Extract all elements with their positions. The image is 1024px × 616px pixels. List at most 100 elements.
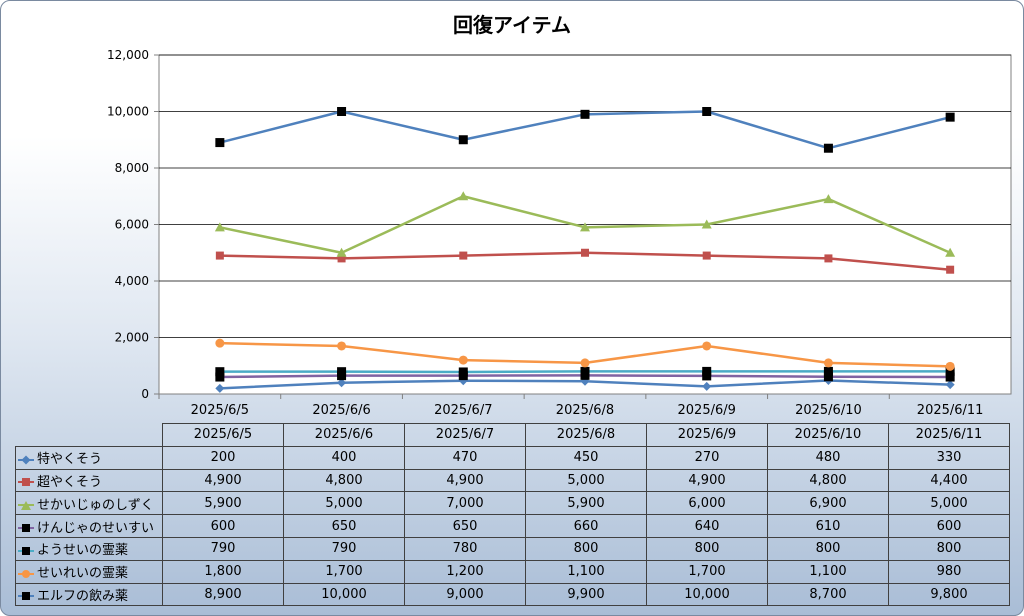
table-cell: 4,800	[283, 468, 405, 493]
table-cell: 6,000	[646, 491, 768, 516]
table-cell: 1,700	[283, 559, 405, 584]
table-row: 特やくそう 200 400 470 450 270 480 330	[15, 445, 1010, 470]
legend-label: ようせいの霊薬	[37, 543, 129, 559]
legend-key-icon	[18, 477, 34, 487]
table-cell: 800	[525, 536, 647, 561]
table-cell: 780	[404, 536, 526, 561]
x-tick-label: 2025/6/8	[556, 403, 614, 418]
data-point	[702, 251, 711, 260]
table-cell: 1,800	[162, 559, 284, 584]
table-cell: 330	[888, 445, 1010, 470]
legend-label: エルフの飲み薬	[37, 588, 129, 604]
table-cell: 4,900	[162, 468, 284, 493]
data-point	[580, 358, 590, 368]
data-point	[458, 135, 468, 145]
table-cell: 600	[888, 514, 1010, 538]
data-point	[945, 366, 955, 376]
data-point	[215, 338, 225, 348]
table-cell: 470	[404, 445, 526, 470]
legend-cell: エルフの飲み薬	[15, 582, 163, 607]
data-point	[215, 251, 224, 260]
y-tick-label: 8,000	[115, 161, 149, 175]
data-point	[823, 194, 834, 204]
table-header-cell: 2025/6/6	[283, 423, 405, 447]
table-header-cell: 2025/6/10	[767, 423, 889, 447]
table-cell: 8,900	[162, 582, 284, 607]
legend-cell: せかいじゅのしずく	[15, 491, 163, 516]
data-point	[823, 366, 833, 376]
chart-title: 回復アイテム	[453, 13, 571, 37]
x-tick-label: 2025/6/6	[312, 403, 370, 418]
plot-area: 0 2,000 4,000 6,000 8,000 10,000 12,000 2025/6/…	[107, 48, 1012, 418]
data-point	[337, 341, 347, 351]
table-cell: 10,000	[646, 582, 768, 607]
data-point	[946, 265, 955, 274]
table-cell: 9,000	[404, 582, 526, 607]
table-cell: 4,900	[646, 468, 768, 493]
legend-label: 超やくそう	[37, 474, 103, 490]
data-point	[458, 355, 468, 365]
legend-cell: 特やくそう	[15, 445, 163, 470]
data-point	[702, 341, 712, 351]
legend-key-icon	[18, 591, 34, 601]
table-cell: 480	[767, 445, 889, 470]
table-cell: 9,900	[525, 582, 647, 607]
legend-label: せかいじゅのしずく	[37, 497, 154, 513]
x-tick-label: 2025/6/5	[191, 403, 249, 418]
data-point	[945, 112, 955, 122]
legend-key-icon	[18, 455, 34, 465]
data-point	[337, 367, 347, 377]
table-cell: 640	[646, 514, 768, 538]
legend-label: 特やくそう	[37, 452, 103, 468]
table-cell: 10,000	[283, 582, 405, 607]
legend-key-icon	[18, 569, 34, 579]
table-cell: 400	[283, 445, 405, 470]
table-header-row: 2025/6/5 2025/6/6 2025/6/7 2025/6/8 2025/6/9…	[15, 423, 1010, 447]
data-point	[823, 143, 833, 153]
table-header-cell: 2025/6/8	[525, 423, 647, 447]
data-point	[702, 366, 712, 376]
data-point	[458, 191, 469, 201]
table-cell: 790	[162, 536, 284, 561]
data-point	[702, 381, 712, 391]
table-cell: 450	[525, 445, 647, 470]
data-point	[823, 372, 833, 382]
legend-key-icon	[18, 523, 34, 533]
data-point	[215, 383, 225, 393]
data-point	[580, 222, 590, 232]
table-cell: 600	[162, 514, 284, 538]
table-row: けんじゃのせいすい 600 650 650 660 640 610 600	[15, 514, 1010, 538]
table-cell: 4,400	[888, 468, 1010, 493]
data-point	[459, 251, 468, 260]
table-header-cell: 2025/6/5	[162, 423, 284, 447]
table-cell: 650	[404, 514, 526, 538]
data-point	[945, 380, 955, 390]
table-header-cell: 2025/6/7	[404, 423, 526, 447]
table-cell: 800	[888, 536, 1010, 561]
y-tick-label: 2,000	[115, 331, 149, 345]
data-point	[945, 247, 956, 257]
table-cell: 9,800	[888, 582, 1010, 607]
table-row: せいれいの霊薬 1,800 1,700 1,200 1,100 1,700 1,100 980	[15, 559, 1010, 584]
data-point	[337, 254, 346, 263]
data-point	[701, 219, 712, 229]
data-point	[824, 254, 833, 263]
legend-cell: せいれいの霊薬	[15, 559, 163, 584]
legend-key-icon	[18, 546, 34, 556]
data-point	[215, 367, 225, 377]
data-point	[215, 372, 225, 382]
table-cell: 8,700	[767, 582, 889, 607]
table-cell: 790	[283, 536, 405, 561]
legend-cell: 超やくそう	[15, 468, 163, 493]
table-cell: 980	[888, 559, 1010, 584]
table-header-cell: 2025/6/9	[646, 423, 768, 447]
table-cell: 650	[283, 514, 405, 538]
data-point	[580, 366, 590, 376]
table-cell: 5,900	[162, 491, 284, 516]
y-tick-label: 4,000	[115, 274, 149, 288]
y-tick-label: 6,000	[115, 218, 149, 232]
data-point	[336, 247, 347, 257]
legend-label: けんじゃのせいすい	[37, 520, 155, 536]
data-point	[945, 372, 955, 382]
table-cell: 4,900	[404, 468, 526, 493]
